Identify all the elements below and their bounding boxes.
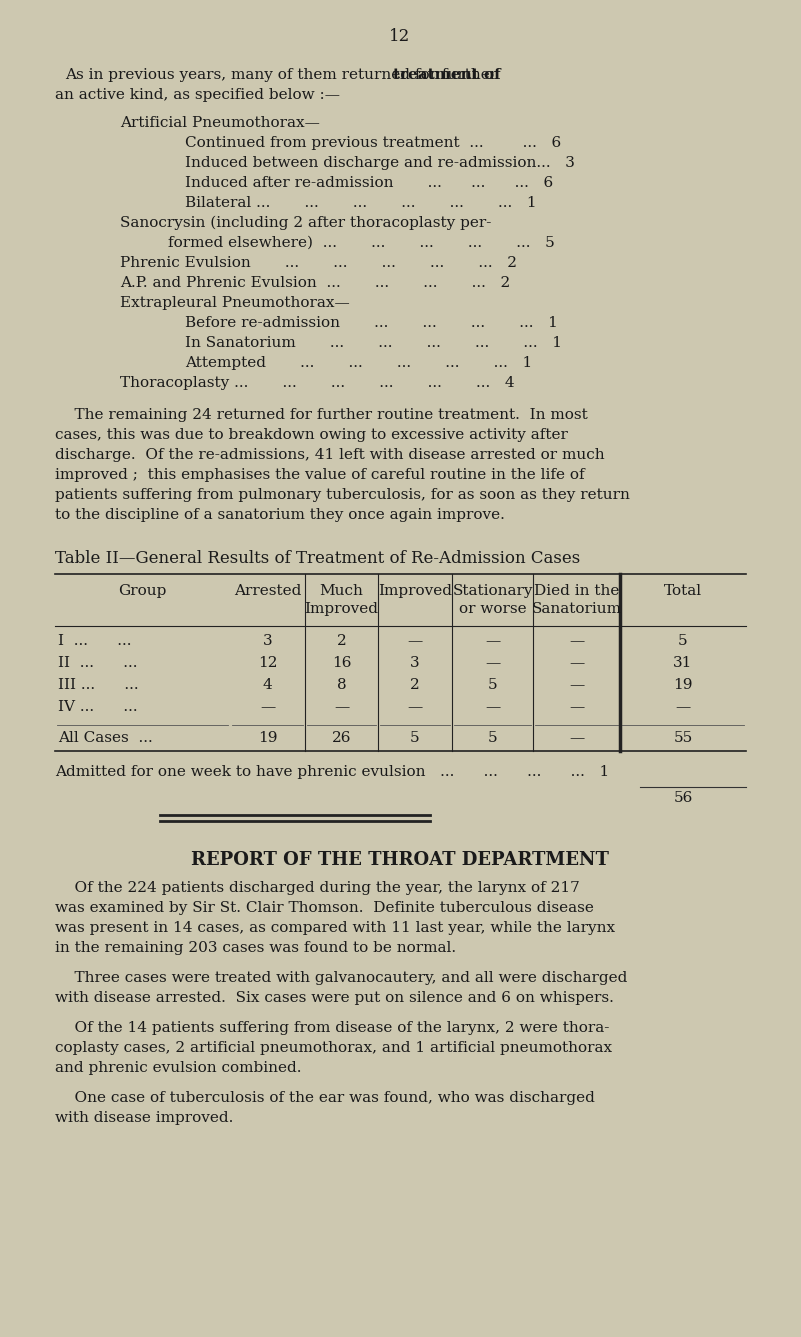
Text: One case of tuberculosis of the ear was found, who was discharged: One case of tuberculosis of the ear was … (55, 1091, 595, 1104)
Text: 8: 8 (336, 678, 346, 693)
Text: Sanocrysin (including 2 after thoracoplasty per-: Sanocrysin (including 2 after thoracopla… (120, 217, 491, 230)
Text: IV ...      ...: IV ... ... (58, 701, 138, 714)
Text: 56: 56 (674, 792, 693, 805)
Text: —: — (569, 701, 584, 714)
Text: Total: Total (664, 584, 702, 598)
Text: treatment of: treatment of (392, 68, 501, 82)
Text: Continued from previous treatment  ...        ...   6: Continued from previous treatment ... ..… (185, 136, 562, 150)
Text: Improved: Improved (378, 584, 452, 598)
Text: was examined by Sir St. Clair Thomson.  Definite tuberculous disease: was examined by Sir St. Clair Thomson. D… (55, 901, 594, 915)
Text: —: — (408, 634, 423, 648)
Text: 12: 12 (258, 656, 277, 670)
Text: —: — (675, 701, 690, 714)
Text: patients suffering from pulmonary tuberculosis, for as soon as they return: patients suffering from pulmonary tuberc… (55, 488, 630, 501)
Text: 19: 19 (258, 731, 277, 745)
Text: cases, this was due to breakdown owing to excessive activity after: cases, this was due to breakdown owing t… (55, 428, 568, 443)
Text: Died in the: Died in the (533, 584, 619, 598)
Text: Before re-admission       ...       ...       ...       ...   1: Before re-admission ... ... ... ... 1 (185, 316, 557, 330)
Text: Sanatorium: Sanatorium (532, 602, 622, 616)
Text: 5: 5 (678, 634, 688, 648)
Text: 16: 16 (332, 656, 352, 670)
Text: 55: 55 (674, 731, 693, 745)
Text: —: — (408, 701, 423, 714)
Text: 5: 5 (488, 678, 497, 693)
Text: Arrested: Arrested (234, 584, 301, 598)
Text: —: — (485, 656, 500, 670)
Text: —: — (260, 701, 275, 714)
Text: Of the 224 patients discharged during the year, the larynx of 217: Of the 224 patients discharged during th… (55, 881, 580, 894)
Text: Phrenic Evulsion       ...       ...       ...       ...       ...   2: Phrenic Evulsion ... ... ... ... ... 2 (120, 255, 517, 270)
Text: Artificial Pneumothorax—: Artificial Pneumothorax— (120, 116, 320, 130)
Text: 19: 19 (674, 678, 693, 693)
Text: 31: 31 (674, 656, 693, 670)
Text: —: — (485, 634, 500, 648)
Text: Group: Group (119, 584, 167, 598)
Text: was present in 14 cases, as compared with 11 last year, while the larynx: was present in 14 cases, as compared wit… (55, 921, 615, 935)
Text: 5: 5 (488, 731, 497, 745)
Text: The remaining 24 returned for further routine treatment.  In most: The remaining 24 returned for further ro… (55, 408, 588, 422)
Text: 3: 3 (410, 656, 420, 670)
Text: Table II—General Results of Treatment of Re-Admission Cases: Table II—General Results of Treatment of… (55, 550, 580, 567)
Text: 12: 12 (389, 28, 411, 45)
Text: with disease arrested.  Six cases were put on silence and 6 on whispers.: with disease arrested. Six cases were pu… (55, 991, 614, 1005)
Text: All Cases  ...: All Cases ... (58, 731, 153, 745)
Text: Improved: Improved (304, 602, 379, 616)
Text: discharge.  Of the re-admissions, 41 left with disease arrested or much: discharge. Of the re-admissions, 41 left… (55, 448, 605, 463)
Text: and phrenic evulsion combined.: and phrenic evulsion combined. (55, 1062, 301, 1075)
Text: or worse: or worse (459, 602, 526, 616)
Text: improved ;  this emphasises the value of careful routine in the life of: improved ; this emphasises the value of … (55, 468, 585, 483)
Text: —: — (569, 634, 584, 648)
Text: Stationary: Stationary (453, 584, 533, 598)
Text: formed elsewhere)  ...       ...       ...       ...       ...   5: formed elsewhere) ... ... ... ... ... 5 (168, 237, 555, 250)
Text: an active kind, as specified below :—: an active kind, as specified below :— (55, 88, 340, 102)
Text: to the discipline of a sanatorium they once again improve.: to the discipline of a sanatorium they o… (55, 508, 505, 521)
Text: 2: 2 (410, 678, 420, 693)
Text: —: — (485, 701, 500, 714)
Text: Induced after re-admission       ...      ...      ...   6: Induced after re-admission ... ... ... 6 (185, 176, 553, 190)
Text: Attempted       ...       ...       ...       ...       ...   1: Attempted ... ... ... ... ... 1 (185, 356, 532, 370)
Text: Extrapleural Pneumothorax—: Extrapleural Pneumothorax— (120, 295, 350, 310)
Text: Thoracoplasty ...       ...       ...       ...       ...       ...   4: Thoracoplasty ... ... ... ... ... ... 4 (120, 376, 514, 390)
Text: Induced between discharge and re-admission...   3: Induced between discharge and re-admissi… (185, 156, 575, 170)
Text: REPORT OF THE THROAT DEPARTMENT: REPORT OF THE THROAT DEPARTMENT (191, 850, 609, 869)
Text: in the remaining 203 cases was found to be normal.: in the remaining 203 cases was found to … (55, 941, 456, 955)
Text: Much: Much (320, 584, 364, 598)
Text: Of the 14 patients suffering from disease of the larynx, 2 were thora-: Of the 14 patients suffering from diseas… (55, 1021, 610, 1035)
Text: coplasty cases, 2 artificial pneumothorax, and 1 artificial pneumothorax: coplasty cases, 2 artificial pneumothora… (55, 1042, 612, 1055)
Text: Admitted for one week to have phrenic evulsion   ...      ...      ...      ... : Admitted for one week to have phrenic ev… (55, 765, 610, 779)
Text: Bilateral ...       ...       ...       ...       ...       ...   1: Bilateral ... ... ... ... ... ... 1 (185, 197, 537, 210)
Text: —: — (334, 701, 349, 714)
Text: II  ...      ...: II ... ... (58, 656, 138, 670)
Text: 2: 2 (336, 634, 346, 648)
Text: —: — (569, 656, 584, 670)
Text: —: — (569, 731, 584, 745)
Text: 3: 3 (263, 634, 272, 648)
Text: —: — (569, 678, 584, 693)
Text: with disease improved.: with disease improved. (55, 1111, 233, 1124)
Text: As in previous years, many of them returned for further: As in previous years, many of them retur… (65, 68, 502, 82)
Text: 5: 5 (410, 731, 420, 745)
Text: In Sanatorium       ...       ...       ...       ...       ...   1: In Sanatorium ... ... ... ... ... 1 (185, 336, 562, 350)
Text: III ...      ...: III ... ... (58, 678, 139, 693)
Text: Three cases were treated with galvanocautery, and all were discharged: Three cases were treated with galvanocau… (55, 971, 627, 985)
Text: I  ...      ...: I ... ... (58, 634, 131, 648)
Text: 4: 4 (263, 678, 272, 693)
Text: A.P. and Phrenic Evulsion  ...       ...       ...       ...   2: A.P. and Phrenic Evulsion ... ... ... ..… (120, 275, 510, 290)
Text: 26: 26 (332, 731, 352, 745)
